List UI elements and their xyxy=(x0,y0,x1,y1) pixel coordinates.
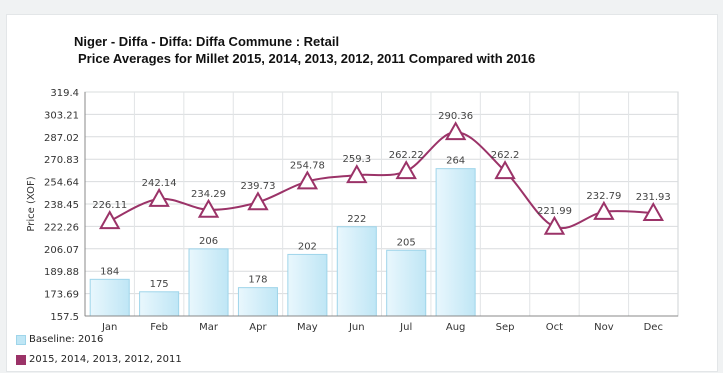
y-tick-label: 319.4 xyxy=(50,88,79,99)
line-marker xyxy=(494,160,516,180)
line-value-label: 221.99 xyxy=(537,206,572,217)
bar xyxy=(287,253,328,317)
line-marker xyxy=(296,170,319,190)
y-tick-label: 238.45 xyxy=(44,200,79,211)
x-tick-label: Jun xyxy=(348,322,365,333)
bar-value-label: 264 xyxy=(446,156,465,167)
legend-swatch-baseline xyxy=(16,335,26,345)
bar xyxy=(188,248,229,317)
line-marker xyxy=(197,198,220,218)
bar-value-label: 205 xyxy=(397,237,416,248)
x-tick-label: Aug xyxy=(446,322,466,333)
y-tick-label: 287.02 xyxy=(44,133,79,144)
bar-value-label: 222 xyxy=(347,214,366,225)
line-value-label: 239.73 xyxy=(240,181,275,192)
y-tick-label: 270.83 xyxy=(44,155,79,166)
legend-label-baseline: Baseline: 2016 xyxy=(29,334,104,345)
y-tick-label: 303.21 xyxy=(44,110,79,121)
bar xyxy=(336,226,377,317)
line-value-label: 242.14 xyxy=(142,178,177,189)
line-value-label: 254.78 xyxy=(290,160,325,171)
y-tick-label: 222.26 xyxy=(44,222,79,233)
bar xyxy=(89,278,130,317)
x-tick-label: Nov xyxy=(594,322,614,333)
x-tick-label: Dec xyxy=(644,322,663,333)
line-marker xyxy=(543,215,566,235)
line-marker xyxy=(395,160,417,180)
x-tick-label: May xyxy=(297,322,318,333)
line-marker xyxy=(444,121,467,141)
line-marker xyxy=(98,210,121,230)
line-marker xyxy=(593,200,615,220)
line-value-label: 290.36 xyxy=(438,111,473,122)
y-tick-label: 189.88 xyxy=(44,267,79,278)
x-tick-label: Sep xyxy=(496,322,515,333)
y-tick-label: 254.64 xyxy=(44,178,79,189)
y-axis-label: Price (XOF) xyxy=(26,176,37,231)
bar xyxy=(435,168,476,317)
line-value-label: 231.93 xyxy=(636,192,671,203)
y-tick-label: 206.07 xyxy=(44,245,79,256)
chart-subtitle: Price Averages for Millet 2015, 2014, 20… xyxy=(78,51,536,66)
line-marker xyxy=(148,187,170,207)
x-tick-label: Feb xyxy=(150,322,168,333)
legend-swatch-average xyxy=(16,355,26,365)
line-marker xyxy=(346,164,368,184)
line-value-label: 262.2 xyxy=(491,150,520,161)
x-tick-label: Oct xyxy=(546,322,563,333)
x-tick-label: Apr xyxy=(249,322,267,333)
line-value-label: 234.29 xyxy=(191,189,226,200)
bar-value-label: 178 xyxy=(248,275,267,286)
bar-value-label: 202 xyxy=(298,241,317,252)
x-tick-label: Mar xyxy=(199,322,219,333)
legend-label-average: 2015, 2014, 2013, 2012, 2011 xyxy=(29,354,182,365)
bar xyxy=(139,291,180,317)
line-value-label: 259.3 xyxy=(342,154,371,165)
bar-value-label: 184 xyxy=(100,266,119,277)
bar xyxy=(386,249,427,317)
line-marker xyxy=(247,191,269,211)
line-marker xyxy=(642,201,665,222)
bar-value-label: 175 xyxy=(150,279,169,290)
x-tick-label: Jul xyxy=(399,322,412,333)
y-tick-label: 173.69 xyxy=(44,290,79,301)
line-value-label: 226.11 xyxy=(92,200,127,211)
line-value-label: 232.79 xyxy=(586,191,621,202)
bar-value-label: 206 xyxy=(199,236,218,247)
x-tick-label: Jan xyxy=(101,322,117,333)
bar xyxy=(237,287,278,317)
line-value-label: 262.22 xyxy=(389,150,424,161)
y-tick-label: 157.5 xyxy=(50,312,79,323)
chart-title: Niger - Diffa - Diffa: Diffa Commune : R… xyxy=(74,34,340,49)
